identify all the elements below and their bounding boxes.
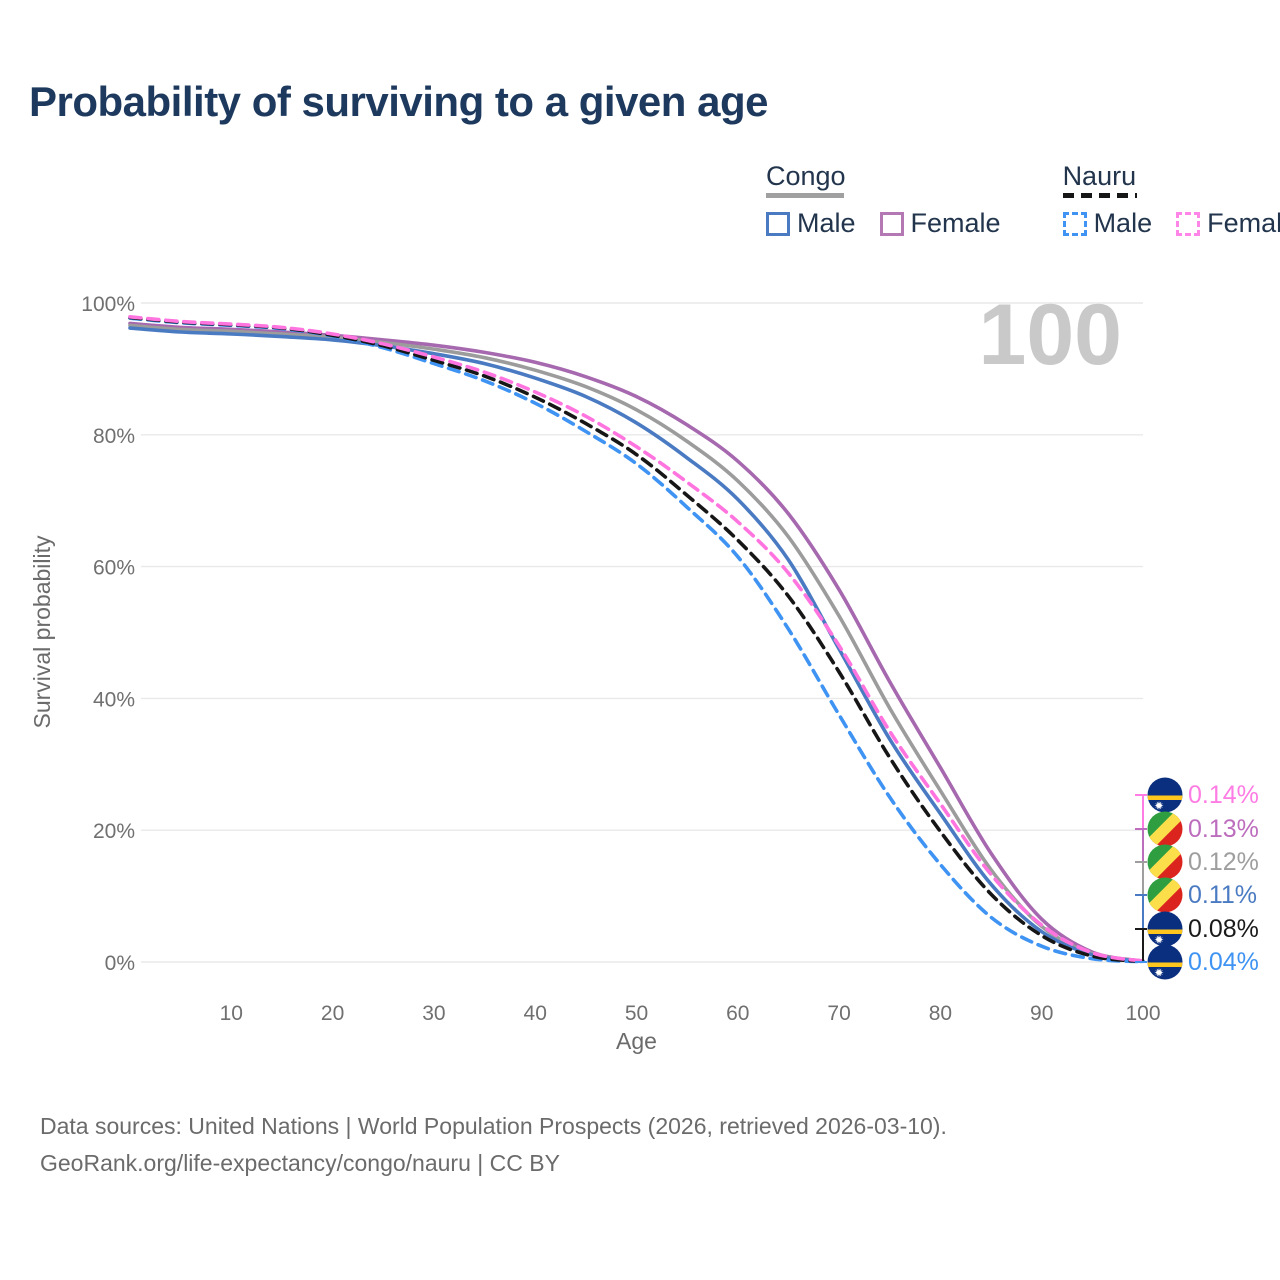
legend-item-label: Male	[797, 208, 856, 238]
nauru-flag-icon	[1147, 911, 1183, 947]
page-title: Probability of surviving to a given age	[29, 78, 768, 125]
end-label-row: 0.14%	[1147, 777, 1259, 813]
footer: Data sources: United Nations | World Pop…	[40, 1108, 947, 1182]
congo-line-sample	[766, 193, 844, 198]
series-line-congo-female	[128, 321, 1145, 963]
legend-group-congo: Congo Male Female	[766, 162, 1001, 239]
end-label-row: 0.08%	[1147, 911, 1259, 947]
legend-item-nauru-male[interactable]: Male	[1062, 208, 1153, 239]
legend-item-label: Female	[910, 208, 1001, 238]
legend-item-label: Female	[1207, 208, 1280, 238]
x-tick-label: 90	[1030, 1002, 1053, 1025]
legend-item-label: Male	[1093, 208, 1153, 238]
x-tick-label: 10	[220, 1002, 243, 1025]
series-line-nauru-all	[128, 315, 1145, 964]
series-line-nauru-male	[128, 316, 1145, 964]
end-label-row: 0.04%	[1147, 944, 1259, 980]
nauru-female-swatch-icon[interactable]	[1176, 211, 1201, 236]
end-label-value: 0.12%	[1188, 847, 1259, 876]
x-tick-label: 50	[625, 1002, 648, 1025]
y-axis-title: Survival probability	[29, 535, 55, 729]
nauru-flag-icon	[1147, 944, 1183, 980]
x-tick-label: 100	[1125, 1002, 1160, 1025]
y-tick-label: 100%	[81, 293, 135, 316]
congo-flag-icon	[1147, 811, 1183, 847]
series-line-congo-male	[128, 326, 1145, 964]
end-label-value: 0.08%	[1188, 914, 1259, 943]
x-tick-label: 20	[321, 1002, 344, 1025]
legend-item-congo-male[interactable]: Male	[766, 208, 856, 239]
end-label-row: 0.13%	[1147, 811, 1259, 847]
footer-url: GeoRank.org/life-expectancy/congo/nauru …	[40, 1150, 560, 1176]
end-label-value: 0.14%	[1188, 780, 1259, 809]
legend-item-nauru-female[interactable]: Female	[1176, 208, 1280, 239]
y-tick-label: 80%	[93, 425, 135, 448]
x-tick-label: 40	[524, 1002, 547, 1025]
x-tick-label: 70	[827, 1002, 850, 1025]
legend-item-congo-female[interactable]: Female	[879, 208, 1001, 239]
end-label-value: 0.11%	[1188, 880, 1258, 909]
x-axis-title: Age	[616, 1028, 657, 1054]
congo-male-swatch-icon[interactable]	[766, 211, 790, 236]
y-tick-label: 40%	[93, 688, 135, 711]
legend-group-nauru: Nauru Male Female	[1062, 161, 1280, 239]
legend: Congo Male Female Nauru	[766, 162, 1280, 239]
end-label-value: 0.04%	[1188, 947, 1259, 976]
nauru-line-sample	[1062, 193, 1137, 198]
congo-female-swatch-icon[interactable]	[879, 211, 904, 236]
end-label-value: 0.13%	[1188, 814, 1259, 843]
x-tick-label: 80	[929, 1002, 952, 1025]
legend-group-title-congo: Congo	[766, 161, 846, 191]
y-tick-label: 20%	[93, 820, 135, 843]
congo-flag-icon	[1147, 877, 1183, 913]
x-tick-label: 60	[726, 1002, 749, 1025]
x-tick-label: 30	[422, 1002, 445, 1025]
congo-flag-icon	[1147, 844, 1183, 880]
end-label-row: 0.12%	[1147, 844, 1259, 880]
age-counter-watermark: 100	[979, 287, 1123, 383]
y-tick-label: 0%	[105, 952, 135, 975]
nauru-male-swatch-icon[interactable]	[1062, 211, 1087, 236]
legend-group-title-nauru: Nauru	[1062, 161, 1137, 191]
series-line-congo-all	[128, 323, 1145, 963]
footer-sources: Data sources: United Nations | World Pop…	[40, 1113, 947, 1139]
end-label-row: 0.11%	[1147, 877, 1257, 913]
series-line-nauru-female	[128, 315, 1145, 963]
y-tick-label: 60%	[93, 557, 135, 580]
nauru-flag-icon	[1147, 777, 1183, 813]
